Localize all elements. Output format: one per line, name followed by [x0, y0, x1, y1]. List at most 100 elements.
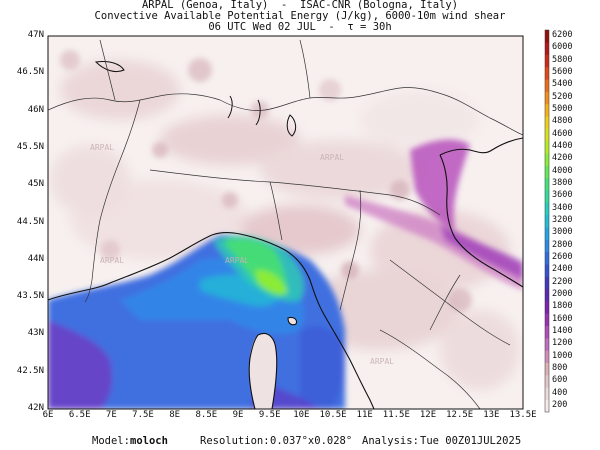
colorbar-label: 5400	[552, 79, 573, 90]
colorbar-swatch	[545, 325, 549, 339]
longitude-label: 6E	[42, 410, 54, 420]
watermark: ARPAL	[225, 256, 249, 265]
latitude-label: 46.5N	[16, 67, 44, 78]
latitude-label: 42N	[27, 403, 44, 413]
map-field	[48, 36, 523, 409]
colorbar-swatch	[545, 140, 549, 154]
longitude-label: 10.5E	[319, 410, 347, 420]
longitude-label: 11.5E	[382, 410, 410, 420]
colorbar-swatch	[545, 251, 549, 265]
latitude-label: 47N	[27, 30, 44, 40]
header-line-2: Convective Available Potential Energy (J…	[94, 10, 506, 22]
colorbar-label: 4000	[552, 165, 573, 176]
latitude-label: 44.5N	[16, 216, 44, 227]
colorbar-swatch	[545, 91, 549, 105]
watermark: ARPAL	[90, 143, 114, 152]
colorbar-swatch	[545, 103, 549, 117]
colorbar-frame	[544, 29, 550, 413]
colorbar-label: 6000	[552, 42, 573, 53]
colorbar-swatch	[545, 79, 549, 92]
watermark: ARPAL	[320, 153, 344, 162]
colorbar-swatch	[545, 165, 549, 179]
colorbar-label: 2200	[552, 276, 573, 287]
colorbar-swatch	[545, 264, 549, 277]
colorbar-label: 5000	[552, 104, 573, 115]
colorbar	[544, 29, 550, 413]
colorbar-swatch	[545, 153, 549, 166]
longitude-label: 12E	[419, 410, 437, 420]
colorbar-swatch	[545, 128, 549, 142]
colorbar-swatch	[545, 54, 549, 68]
colorbar-swatch	[545, 288, 549, 302]
longitude-label: 7.5E	[132, 410, 154, 420]
header-line-1: ARPAL (Genoa, Italy) - ISAC-CNR (Bologna…	[141, 0, 459, 11]
colorbar-label: 5800	[552, 54, 573, 65]
colorbar-swatch	[545, 116, 549, 129]
colorbar-label: 2000	[552, 288, 573, 299]
latitude-label: 45.5N	[16, 141, 44, 152]
longitude-label: 8.5E	[195, 410, 218, 420]
colorbar-swatch	[545, 42, 549, 55]
colorbar-swatch	[545, 66, 549, 80]
colorbar-label: 1800	[552, 301, 573, 312]
analysis-label: Analysis:	[362, 435, 419, 447]
lakes	[94, 61, 297, 137]
borders	[48, 39, 523, 409]
colorbar-label: 3600	[552, 190, 573, 201]
colorbar-swatch	[545, 399, 549, 413]
colorbar-swatch	[545, 177, 549, 191]
colorbar-label: 6200	[552, 30, 573, 41]
colorbar-label: 600	[552, 375, 568, 386]
colorbar-label: 1600	[552, 313, 573, 324]
colorbar-swatch	[545, 30, 549, 43]
colorbar-swatch	[545, 276, 549, 290]
colorbar-label: 4200	[552, 153, 573, 164]
header-line-3: 06 UTC Wed 02 JUL - τ = 30h	[208, 21, 392, 33]
colorbar-swatch	[545, 387, 549, 400]
colorbar-swatch	[545, 375, 549, 388]
longitude-label: 10E	[293, 410, 310, 420]
colorbar-swatch	[545, 239, 549, 253]
colorbar-label: 2600	[552, 251, 573, 262]
analysis-value: Tue 00Z01JUL2025	[420, 435, 522, 447]
model-label: Model:	[92, 435, 130, 447]
colorbar-swatch	[545, 338, 549, 351]
model-value: moloch	[130, 435, 168, 447]
colorbar-label: 1000	[552, 350, 573, 361]
longitude-label: 9E	[232, 410, 244, 420]
colorbar-label: 5200	[552, 91, 573, 102]
colorbar-label: 5600	[552, 67, 573, 78]
longitude-label: 13.5E	[509, 410, 537, 420]
colorbar-label: 800	[552, 362, 568, 373]
colorbar-swatch	[545, 202, 549, 216]
latitude-label: 42.5N	[16, 365, 44, 376]
colorbar-label: 4800	[552, 116, 573, 127]
coastline	[48, 137, 523, 409]
colorbar-label: 2400	[552, 264, 573, 275]
colorbar-label: 1400	[552, 325, 573, 336]
colorbar-swatch	[545, 190, 549, 203]
longitude-label: 9.5E	[258, 410, 281, 420]
watermark-layer: ARPAL ARPAL ARPAL ARPAL ARPAL	[90, 143, 394, 366]
latitude-label: 45N	[27, 179, 44, 190]
colorbar-swatch	[545, 214, 549, 228]
colorbar-label: 1200	[552, 338, 573, 349]
latitude-label: 44N	[27, 253, 44, 264]
resolution-value: 0.037°x0.028°	[270, 435, 353, 447]
longitude-label: 7E	[105, 410, 117, 420]
longitude-label: 13E	[483, 410, 500, 420]
watermark: ARPAL	[100, 256, 124, 265]
latitude-label: 43.5N	[16, 291, 44, 302]
longitude-label: 8E	[169, 410, 181, 420]
latitude-label: 46N	[27, 104, 44, 115]
colorbar-label: 3800	[552, 178, 573, 189]
map-frame	[47, 35, 524, 410]
longitude-label: 6.5E	[68, 410, 91, 420]
colorbar-label: 3400	[552, 202, 573, 213]
watermark: ARPAL	[370, 357, 394, 366]
colorbar-swatch	[545, 350, 549, 364]
colorbar-label: 4600	[552, 128, 573, 139]
map-header: ARPAL (Genoa, Italy) - ISAC-CNR (Bologna…	[0, 0, 600, 33]
colorbar-label: 3200	[552, 215, 573, 225]
